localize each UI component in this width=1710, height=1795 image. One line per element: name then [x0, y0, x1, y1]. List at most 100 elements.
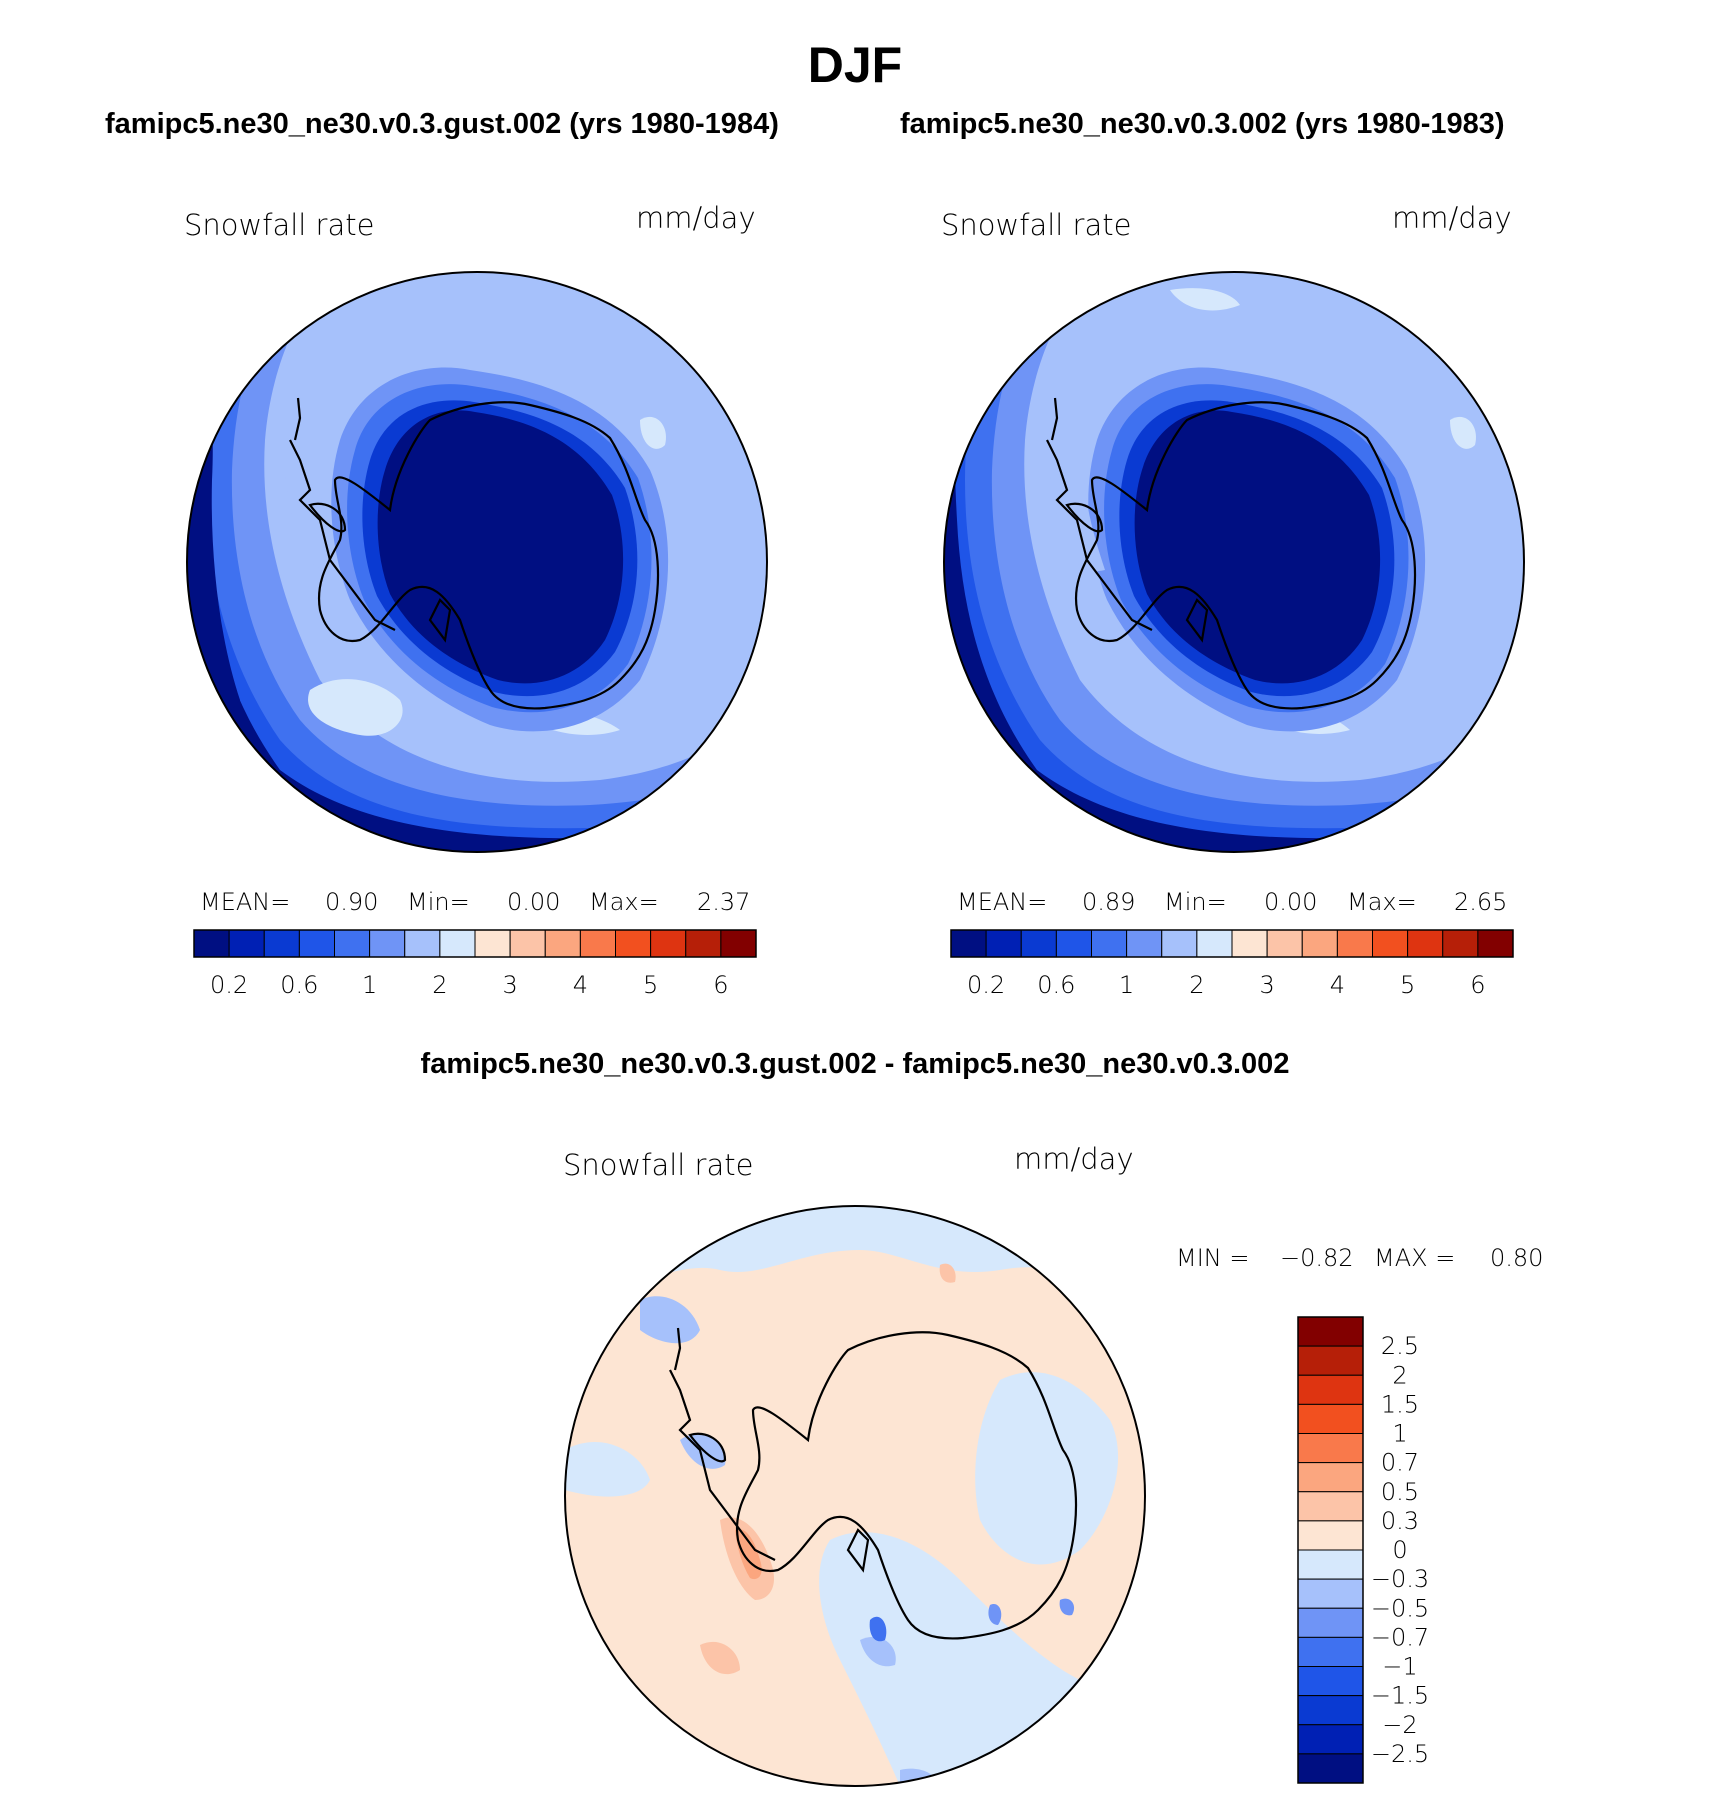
diff-colorbar: 2.521.510.70.50.30−0.3−0.5−0.7−1−1.5−2−2…: [1297, 1316, 1429, 1784]
panel2-colorbar-tick-label: 0.2: [967, 971, 1005, 999]
panel2-max-value: 2.65: [1454, 888, 1508, 916]
diff-variable-label: Snowfall rate: [563, 1148, 754, 1182]
diff-max-label: MAX =: [1374, 1244, 1456, 1272]
diff-colorbar-swatch: [1297, 1753, 1364, 1784]
diff-colorbar-tick-label: 0.5: [1381, 1478, 1419, 1506]
diff-colorbar-swatch: [1297, 1345, 1364, 1376]
diff-colorbar-swatch: [1297, 1491, 1364, 1522]
panel2-colorbar-swatch: [1231, 929, 1268, 958]
panel1-colorbar-swatch: [193, 929, 230, 958]
diff-colorbar-tick-label: 1: [1392, 1420, 1407, 1448]
panel2-colorbar-tick-label: 5: [1400, 971, 1415, 999]
panel2-variable-label: Snowfall rate: [941, 208, 1132, 242]
diff-colorbar-tick-label: 0.3: [1381, 1507, 1419, 1535]
diff-colorbar-swatch: [1297, 1520, 1364, 1551]
panel2-mean-value: 0.89: [1082, 888, 1136, 916]
diff-max-value: 0.80: [1490, 1244, 1544, 1272]
panel2-colorbar-swatch: [1336, 929, 1373, 958]
panel2-units-label: mm/day: [1392, 201, 1512, 235]
diff-colorbar-tick-label: −0.5: [1371, 1594, 1429, 1622]
panel1-colorbar-swatch: [650, 929, 687, 958]
difference-title: famipc5.ne30_ne30.v0.3.gust.002 - famipc…: [420, 1048, 1290, 1080]
diff-min-label: MIN =: [1176, 1244, 1250, 1272]
panel1-colorbar-swatch: [720, 929, 757, 958]
panel2-colorbar-swatch: [1301, 929, 1338, 958]
panel1-coastline: [289, 397, 660, 710]
panel1-colorbar-swatch: [474, 929, 511, 958]
panel1-colorbar-swatch: [544, 929, 581, 958]
panel2-colorbar-swatch: [1407, 929, 1444, 958]
diff-colorbar-swatch: [1297, 1695, 1364, 1726]
panel1-units-label: mm/day: [636, 201, 756, 235]
diff-units-label: mm/day: [1014, 1142, 1134, 1176]
panel1-min-value: 0.00: [507, 888, 561, 916]
panel2-colorbar: 0.2 0.6 1 2 3 4 5 6: [950, 929, 1514, 999]
panel1-colorbar-swatch: [579, 929, 616, 958]
diff-colorbar-tick-label: 2.5: [1381, 1332, 1419, 1360]
diff-colorbar-tick-label: −0.7: [1371, 1623, 1429, 1651]
diff-colorbar-swatch: [1297, 1433, 1364, 1464]
panel2-colorbar-swatch: [1372, 929, 1409, 958]
panel2-map-border: [943, 271, 1525, 853]
diff-colorbar-swatch: [1297, 1462, 1364, 1493]
season-title: DJF: [807, 37, 903, 93]
panel1-mean-label: MEAN=: [200, 888, 291, 916]
panel1-colorbar-swatch: [298, 929, 335, 958]
panel2-colorbar-swatch: [950, 929, 987, 958]
panel2-colorbar-swatch: [1161, 929, 1198, 958]
diff-colorbar-tick-label: 2: [1392, 1361, 1407, 1389]
panel1-colorbar-swatch: [685, 929, 722, 958]
diff-colorbar-tick-label: −1: [1382, 1653, 1417, 1681]
diff-colorbar-swatch: [1297, 1666, 1364, 1697]
panel2-colorbar-swatch: [1442, 929, 1479, 958]
panel2-colorbar-tick-label: 4: [1330, 971, 1345, 999]
panel2-colorbar-tick-label: 3: [1259, 971, 1274, 999]
panel1-max-label: Max=: [589, 888, 659, 916]
panel1-colorbar-swatch: [263, 929, 300, 958]
diff-colorbar-swatch: [1297, 1374, 1364, 1405]
panel1-colorbar-swatch: [404, 929, 441, 958]
diff-coastline: [669, 1327, 1078, 1640]
diff-colorbar-swatch: [1297, 1578, 1364, 1609]
panel1-colorbar-tick-label: 1: [362, 971, 377, 999]
panel1-variable-label: Snowfall rate: [184, 208, 375, 242]
panel2-colorbar-swatch: [1126, 929, 1163, 958]
panel2-colorbar-swatch: [1091, 929, 1128, 958]
panel2-colorbar-swatch: [1477, 929, 1514, 958]
panel2-min-value: 0.00: [1264, 888, 1318, 916]
panel1-colorbar-tick-label: 6: [713, 971, 728, 999]
diff-colorbar-swatch: [1297, 1607, 1364, 1638]
panel1-colorbar-tick-label: 3: [502, 971, 517, 999]
diff-colorbar-swatch: [1297, 1316, 1364, 1347]
diff-colorbar-tick-label: 1.5: [1381, 1390, 1419, 1418]
panel1-colorbar-swatch: [509, 929, 546, 958]
panel2-case-title: famipc5.ne30_ne30.v0.3.002 (yrs 1980-198…: [900, 108, 1505, 140]
panel1-colorbar-tick-label: 0.6: [280, 971, 318, 999]
panel1-colorbar-swatch: [369, 929, 406, 958]
panel1-colorbar-tick-label: 4: [573, 971, 588, 999]
diff-colorbar-tick-label: −0.3: [1371, 1565, 1429, 1593]
diff-colorbar-tick-label: −2: [1382, 1711, 1417, 1739]
diff-colorbar-tick-label: 0: [1392, 1536, 1407, 1564]
diff-colorbar-swatch: [1297, 1636, 1364, 1667]
diff-map-border: [564, 1205, 1146, 1787]
panel2-colorbar-swatch: [985, 929, 1022, 958]
panel2-colorbar-tick-label: 1: [1119, 971, 1134, 999]
panel2-polar-map: [944, 272, 1524, 852]
panel1-colorbar: 0.2 0.6 1 2 3 4 5 6: [193, 929, 757, 999]
panel1-case-title: famipc5.ne30_ne30.v0.3.gust.002 (yrs 198…: [105, 108, 779, 140]
diff-colorbar-swatch: [1297, 1549, 1364, 1580]
panel1-polar-map: [187, 272, 767, 852]
panel1-map-border: [186, 271, 768, 853]
panel1-max-value: 2.37: [697, 888, 751, 916]
panel2-colorbar-tick-label: 0.6: [1037, 971, 1075, 999]
panel1-colorbar-tick-label: 5: [643, 971, 658, 999]
diff-colorbar-tick-label: −2.5: [1371, 1740, 1429, 1768]
panel1-colorbar-swatch: [615, 929, 652, 958]
panel2-colorbar-swatch: [1055, 929, 1092, 958]
panel1-colorbar-swatch: [228, 929, 265, 958]
panel1-colorbar-tick-label: 2: [432, 971, 447, 999]
diff-min-value: −0.82: [1280, 1244, 1354, 1272]
diff-colorbar-tick-label: −1.5: [1371, 1682, 1429, 1710]
panel1-min-label: Min=: [407, 888, 470, 916]
